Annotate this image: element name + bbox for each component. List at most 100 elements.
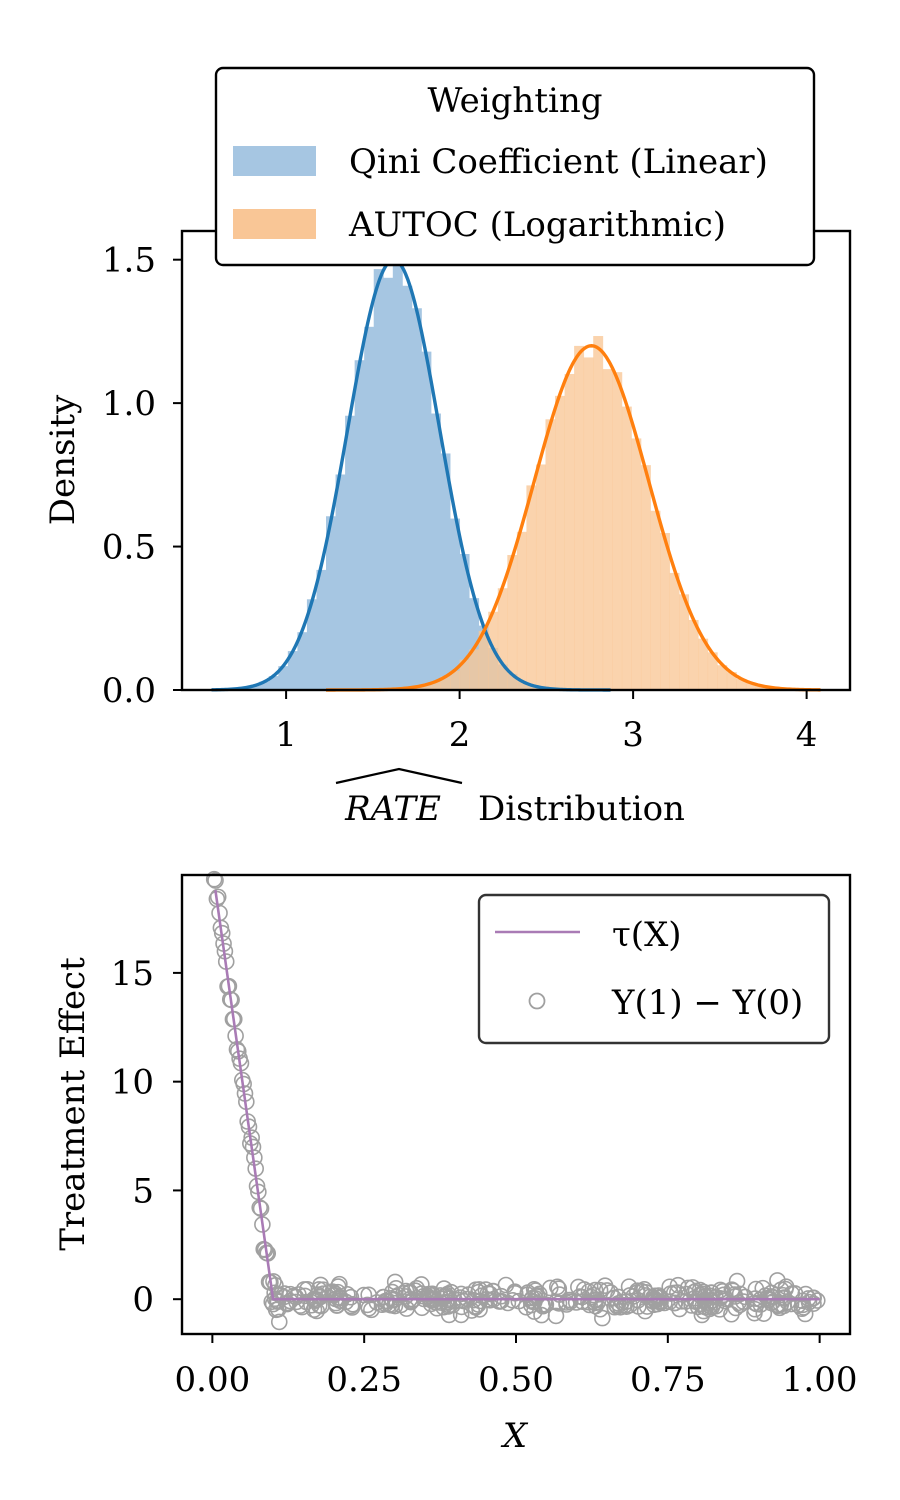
- scatter-point: [777, 1280, 794, 1298]
- treatment-y-axis-label: Treatment Effect: [53, 957, 93, 1251]
- scatter-point: [207, 872, 224, 889]
- density-x-tick-label: 3: [622, 715, 644, 755]
- treatment-panel: 0.00 0.25 0.50 0.75 1.00 0 5 10 15 Treatment Ef…: [53, 870, 857, 1456]
- density-y-ticks: 0.0 0.5 1.0 1.5: [102, 241, 182, 711]
- hist-bar-autoc: [574, 345, 585, 690]
- hist-bar-qini: [392, 248, 403, 690]
- treatment-x-axis-label: X: [500, 1416, 529, 1456]
- hist-bar-qini: [249, 685, 260, 690]
- scatter-point: [616, 1297, 634, 1314]
- hist-bar-autoc: [660, 533, 670, 690]
- hist-bar-autoc: [440, 676, 451, 690]
- hist-bar-autoc: [478, 630, 489, 690]
- legend-swatch-qini: [233, 146, 316, 176]
- hist-bar-autoc: [650, 510, 661, 690]
- scatter-point: [276, 1285, 293, 1302]
- scatter-point: [793, 1300, 811, 1318]
- hist-bar-qini: [469, 598, 480, 690]
- scatter-point: [580, 1293, 597, 1311]
- scatter-point: [360, 1299, 378, 1317]
- treatment-x-tick-label: 0.00: [175, 1360, 251, 1400]
- legend-marker-diff: [528, 992, 546, 1010]
- scatter-point: [205, 870, 223, 888]
- legend-box: [214, 66, 816, 267]
- hist-bar-autoc: [688, 619, 699, 690]
- hist-bar-autoc: [507, 554, 518, 690]
- scatter-point: [463, 1302, 481, 1319]
- scatter-point: [440, 1296, 458, 1314]
- hist-bar-autoc: [612, 372, 623, 690]
- hist-bar-qini: [287, 651, 298, 690]
- hist-bar-qini: [459, 553, 470, 690]
- hist-bar-autoc: [583, 357, 594, 690]
- hist-bar-autoc: [545, 419, 556, 690]
- scatter-point: [547, 1293, 565, 1311]
- hist-bar-autoc: [555, 395, 565, 690]
- tau-line: [214, 890, 820, 1301]
- hist-bar-qini: [278, 666, 289, 690]
- scatter-point: [377, 1295, 394, 1313]
- density-y-tick-label: 1.5: [102, 241, 156, 281]
- scatter-point: [296, 1287, 314, 1305]
- scatter-point: [782, 1295, 800, 1313]
- scatter-point: [736, 1288, 754, 1306]
- hist-bar-autoc: [669, 572, 680, 690]
- hist-bar-qini: [440, 453, 451, 690]
- treatment-y-ticks: 0 5 10 15: [111, 954, 182, 1320]
- density-x-tick-label: 1: [275, 715, 297, 755]
- kde-line-autoc: [326, 344, 821, 692]
- scatter-point: [492, 1292, 510, 1310]
- scatter-point: [506, 1285, 524, 1302]
- legend-label-tau: τ(X): [612, 915, 682, 955]
- hist-bar-autoc: [450, 670, 461, 690]
- scatter-point: [537, 1296, 555, 1313]
- density-y-tick-label: 1.0: [102, 384, 156, 424]
- kde-line-qini: [211, 257, 611, 692]
- hist-bar-qini: [450, 518, 461, 690]
- scatter-point: [440, 1306, 458, 1324]
- density-x-axis-label-hat: RATE: [344, 789, 441, 829]
- legend-label-autoc: AUTOC (Logarithmic): [348, 205, 726, 245]
- legend-label-diff: Y(1) − Y(0): [611, 983, 803, 1023]
- scatter-point: [550, 1280, 568, 1298]
- scatter-point: [661, 1278, 679, 1296]
- legend-label-qini: Qini Coefficient (Linear): [349, 142, 768, 182]
- scatter-point: [270, 1313, 288, 1331]
- hist-bar-qini: [306, 599, 317, 690]
- hist-bar-autoc: [421, 684, 432, 690]
- hist-bar-qini: [297, 632, 308, 690]
- treatment-y-tick-label: 5: [132, 1171, 154, 1211]
- hist-bar-autoc: [430, 681, 441, 690]
- treatment-x-tick-label: 0.75: [630, 1360, 706, 1400]
- scatter-point: [571, 1288, 589, 1305]
- hist-bar-qini: [373, 269, 384, 690]
- hist-bar-autoc: [717, 665, 728, 690]
- hist-bar-qini: [268, 676, 279, 690]
- scatter-point: [386, 1273, 404, 1291]
- scatter-point: [473, 1287, 490, 1305]
- scatter-point: [331, 1292, 349, 1310]
- scatter-point: [779, 1293, 796, 1311]
- treatment-y-tick-label: 10: [111, 1063, 154, 1103]
- scatter-point: [363, 1301, 380, 1319]
- hist-bar-autoc: [745, 682, 756, 690]
- scatter-point: [432, 1294, 449, 1311]
- hist-bar-autoc: [707, 652, 718, 690]
- hist-bar-qini: [345, 415, 356, 690]
- hist-bar-autoc: [497, 588, 508, 690]
- scatter-point: [621, 1296, 638, 1314]
- hist-bar-autoc: [535, 464, 546, 690]
- hist-bar-autoc: [621, 406, 632, 690]
- hist-bar-qini: [383, 277, 394, 690]
- hist-bar-qini: [421, 351, 432, 690]
- scatter-point: [652, 1289, 669, 1306]
- scatter-point: [666, 1294, 683, 1312]
- treatment-x-ticks: 0.00 0.25 0.50 0.75 1.00: [175, 1334, 857, 1400]
- hist-bar-autoc: [631, 438, 642, 690]
- treatment-y-tick-label: 0: [132, 1280, 154, 1320]
- scatter-point: [591, 1281, 609, 1299]
- hist-bar-autoc: [726, 672, 737, 690]
- hist-bar-qini: [335, 474, 346, 690]
- hist-bar-qini: [411, 308, 422, 690]
